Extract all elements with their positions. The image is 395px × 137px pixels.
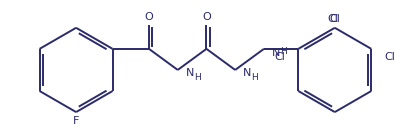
Text: F: F: [73, 116, 79, 126]
Text: Cl: Cl: [329, 14, 340, 24]
Text: Cl: Cl: [274, 52, 285, 62]
Text: N: N: [185, 68, 194, 78]
Text: H: H: [252, 73, 258, 82]
Text: N: N: [243, 68, 251, 78]
Text: H: H: [194, 73, 201, 82]
Text: N: N: [272, 48, 280, 58]
Text: Cl: Cl: [385, 52, 395, 62]
Text: H: H: [280, 47, 287, 56]
Text: O: O: [202, 12, 211, 22]
Text: O: O: [145, 12, 153, 22]
Text: Cl: Cl: [327, 14, 339, 24]
